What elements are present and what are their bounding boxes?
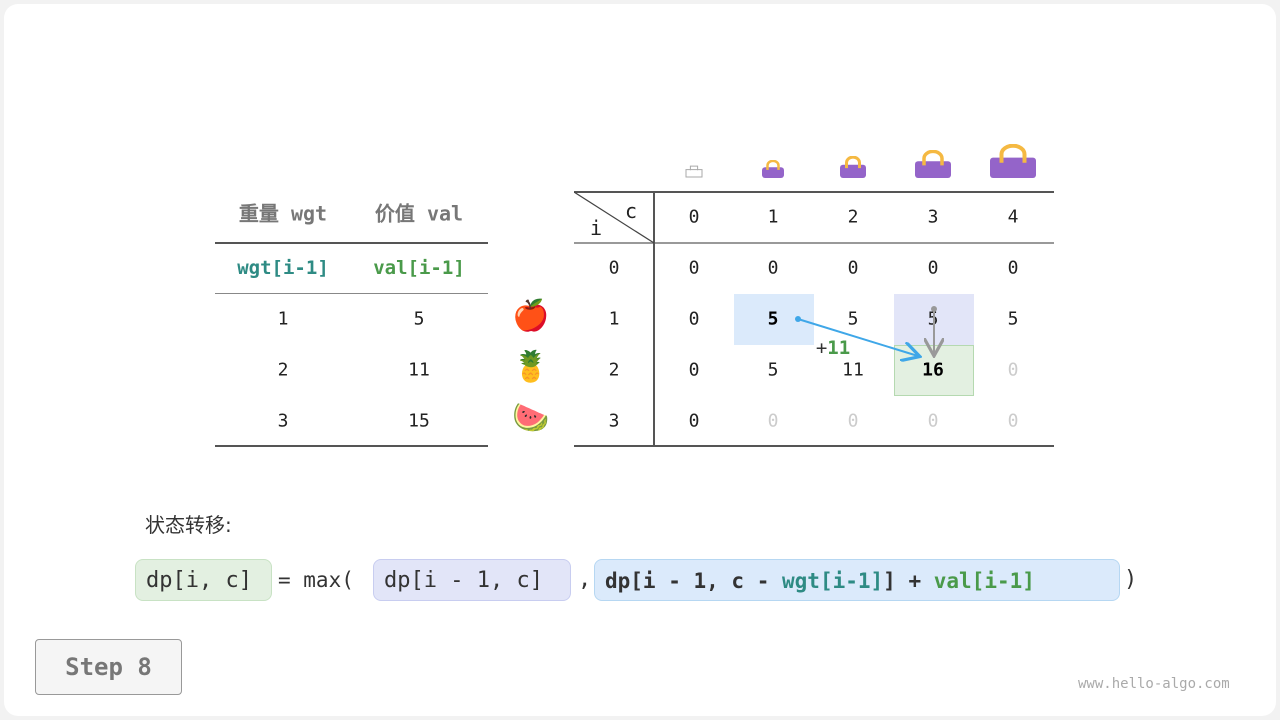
bag-icon	[990, 144, 1036, 178]
fruit-icon: 🍎	[512, 298, 550, 334]
row-header: 2	[608, 359, 620, 381]
item-weight: 1	[277, 308, 289, 330]
row-header: 0	[608, 257, 620, 279]
subheader-val: val[i-1]	[373, 257, 465, 279]
header-value: 价值 val	[374, 201, 464, 226]
item-weight: 3	[277, 410, 289, 432]
close-paren: )	[1124, 567, 1138, 592]
corner-c: c	[624, 199, 638, 223]
dp-cell: 5	[847, 308, 859, 330]
plus-value-label: +11	[815, 337, 851, 359]
dp-cell: 0	[847, 257, 859, 279]
divider	[653, 192, 655, 446]
col-header: 1	[767, 206, 779, 228]
step-button[interactable]: Step 8	[35, 639, 182, 695]
divider	[215, 445, 488, 447]
row-header: 1	[608, 308, 620, 330]
subheader-wgt: wgt[i-1]	[237, 257, 329, 279]
option-a-box: dp[i - 1, c]	[373, 559, 571, 601]
dp-cell: 5	[767, 308, 779, 330]
eq-max: = max(	[278, 568, 354, 592]
dp-cell: 0	[767, 257, 779, 279]
lhs-box: dp[i, c]	[135, 559, 272, 601]
dp-cell: 0	[688, 308, 700, 330]
watermark: www.hello-algo.com	[1078, 676, 1230, 692]
bag-icon	[840, 156, 866, 178]
fruit-icon: 🍉	[512, 400, 550, 436]
divider	[574, 445, 1054, 447]
transition-label: 状态转移:	[145, 513, 232, 537]
header-weight: 重量 wgt	[238, 201, 328, 226]
dp-cell: 5	[1007, 308, 1019, 330]
item-weight: 2	[277, 359, 289, 381]
comma: ,	[578, 567, 592, 592]
col-header: 3	[927, 206, 939, 228]
dp-cell: 0	[927, 410, 939, 432]
col-header: 4	[1007, 206, 1019, 228]
divider	[215, 242, 488, 244]
divider	[215, 293, 488, 294]
col-header: 0	[688, 206, 700, 228]
dp-cell: 0	[688, 359, 700, 381]
divider	[574, 242, 1054, 244]
row-header: 3	[608, 410, 620, 432]
dp-cell: 5	[767, 359, 779, 381]
option-b-box: dp[i - 1, c - wgt[i-1]] + val[i-1]	[594, 559, 1120, 601]
dp-cell: 16	[922, 359, 944, 381]
dp-cell: 0	[767, 410, 779, 432]
dp-cell: 0	[688, 410, 700, 432]
bag-icon	[915, 150, 951, 178]
corner-i: i	[589, 216, 603, 240]
dp-cell: 11	[842, 359, 864, 381]
dp-cell: 0	[847, 410, 859, 432]
corner-diagonal	[574, 192, 654, 244]
fruit-icon: 🍍	[512, 349, 550, 385]
bag-icon	[762, 160, 784, 178]
dp-cell: 0	[1007, 410, 1019, 432]
dp-cell: 0	[927, 257, 939, 279]
divider	[574, 191, 1054, 193]
dp-cell: 0	[1007, 359, 1019, 381]
dp-cell: 0	[1007, 257, 1019, 279]
item-value: 15	[408, 410, 430, 432]
item-value: 11	[408, 359, 430, 381]
bag-icon	[685, 165, 703, 178]
col-header: 2	[847, 206, 859, 228]
item-value: 5	[413, 308, 425, 330]
dp-cell: 0	[688, 257, 700, 279]
